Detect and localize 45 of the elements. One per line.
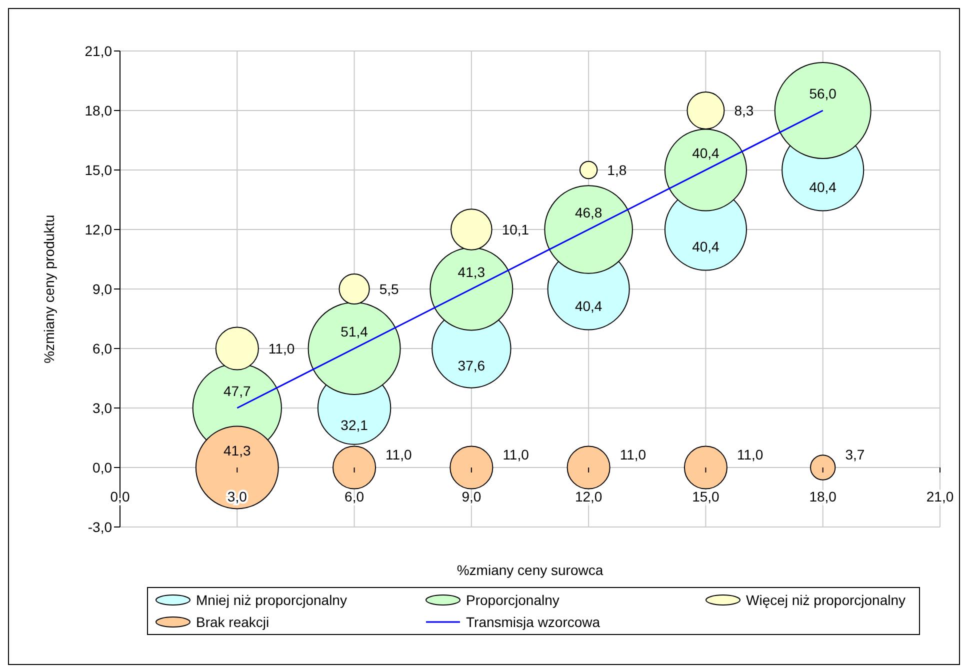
- y-tick-label: 15,0: [84, 162, 112, 178]
- data-label: 11,0: [736, 446, 764, 462]
- data-label: 32,1: [340, 417, 368, 433]
- data-label: 37,6: [458, 358, 486, 374]
- x-tick-label: 12,0: [574, 488, 602, 504]
- y-tick-label: 9,0: [92, 280, 112, 297]
- data-label: 5,5: [379, 281, 400, 297]
- y-tick-label: 0,0: [92, 459, 112, 476]
- data-label: 11,0: [268, 340, 295, 356]
- data-label: 11,0: [620, 446, 646, 462]
- data-label: 40,4: [574, 298, 602, 314]
- data-label: 56,0: [809, 86, 837, 102]
- data-label: 1,8: [607, 162, 627, 178]
- y-tick-label: 21,0: [84, 42, 112, 59]
- x-tick-label: 18,0: [809, 488, 837, 504]
- data-label: 47,7: [224, 383, 251, 399]
- y-tick-label: 18,0: [84, 102, 112, 118]
- legend-label: Mniej niż proporcjonalny: [196, 592, 347, 608]
- x-tick-label: 15,0: [692, 488, 720, 504]
- y-axis-title: %zmiany ceny produktu: [40, 214, 57, 364]
- data-label: 11,0: [502, 446, 530, 462]
- data-label: 41,3: [224, 442, 251, 458]
- x-tick-label: 3,0: [227, 488, 248, 504]
- y-tick-label: 12,0: [84, 221, 112, 238]
- x-tick-label: 9,0: [462, 488, 482, 504]
- data-label: 41,3: [458, 264, 486, 280]
- data-label: 40,4: [809, 179, 837, 195]
- legend-label: Brak reakcji: [196, 614, 270, 630]
- data-label: 3,7: [845, 446, 865, 462]
- data-label: 51,4: [340, 324, 368, 340]
- y-tick-label: 6,0: [92, 340, 112, 356]
- y-tick-label: 3,0: [92, 400, 112, 416]
- x-axis-title: %zmiany ceny surowca: [456, 562, 604, 578]
- data-label: 11,0: [386, 446, 412, 462]
- x-tick-label: 21,0: [926, 488, 954, 504]
- data-label: 40,4: [692, 145, 720, 161]
- y-tick-label: -3,0: [88, 518, 112, 535]
- data-label: 8,3: [734, 102, 754, 118]
- x-tick-label: 6,0: [344, 488, 364, 504]
- legend-label: Więcej niż proporcjonalny: [746, 592, 906, 608]
- data-label: 40,4: [692, 238, 720, 254]
- data-label: 46,8: [574, 204, 602, 220]
- legend-label: Transmisja wzorcowa: [466, 614, 600, 630]
- data-label: 10,1: [502, 222, 530, 238]
- legend-label: Proporcjonalny: [466, 592, 560, 608]
